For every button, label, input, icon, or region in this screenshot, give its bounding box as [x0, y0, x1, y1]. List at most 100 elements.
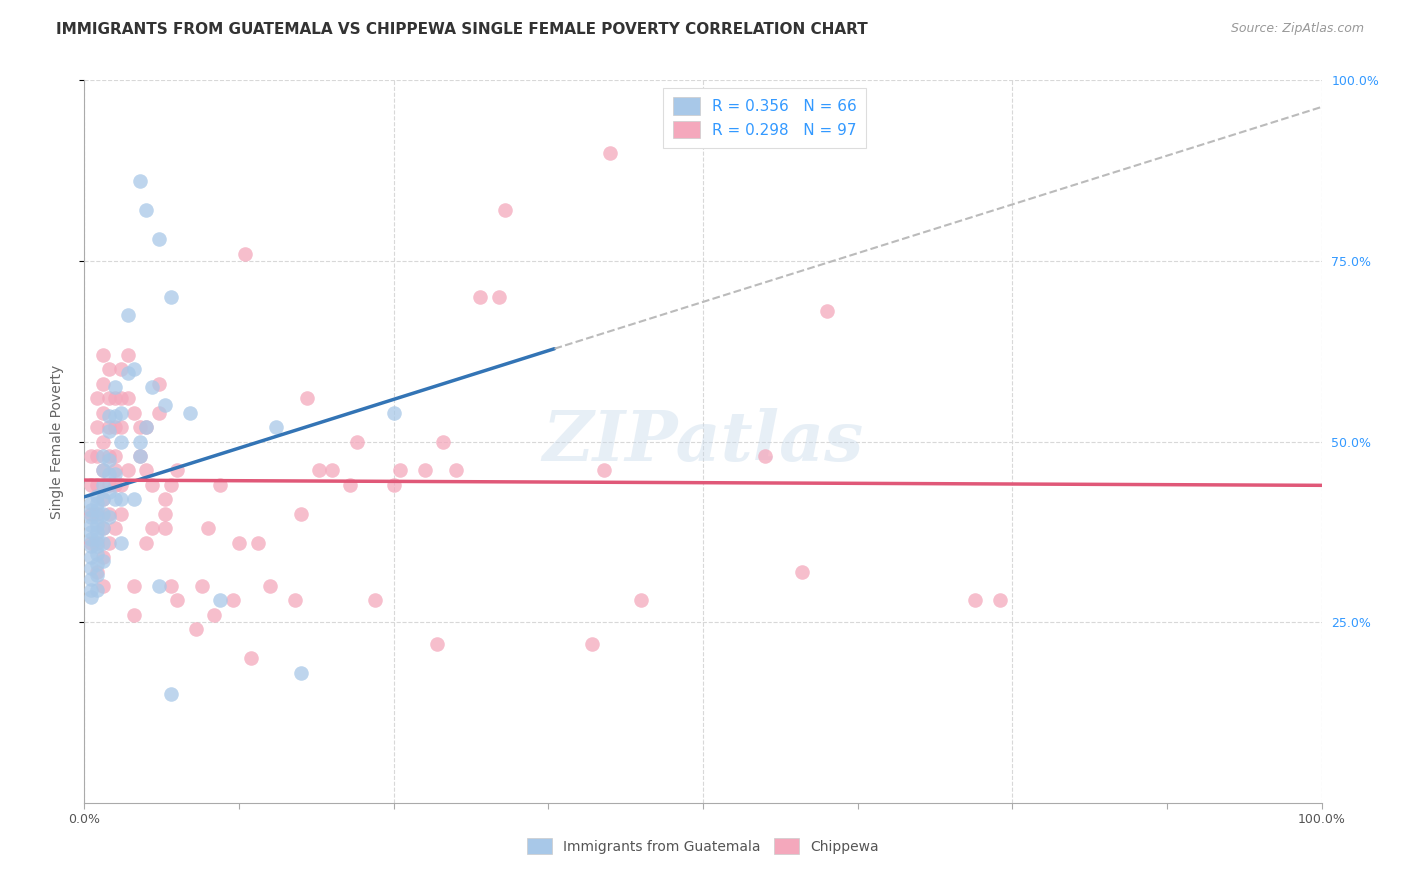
Point	[581, 637, 603, 651]
Point	[135, 420, 157, 434]
Point	[86, 391, 108, 405]
Point	[91, 554, 114, 568]
Point	[122, 492, 145, 507]
Point	[988, 593, 1011, 607]
Point	[264, 420, 287, 434]
Point	[91, 406, 114, 420]
Point	[91, 521, 114, 535]
Point	[98, 507, 121, 521]
Point	[290, 665, 312, 680]
Point	[91, 550, 114, 565]
Point	[141, 478, 163, 492]
Point	[630, 593, 652, 607]
Point	[98, 420, 121, 434]
Point	[488, 290, 510, 304]
Point	[148, 232, 170, 246]
Point	[191, 579, 214, 593]
Point	[382, 478, 405, 492]
Point	[135, 463, 157, 477]
Point	[98, 467, 121, 481]
Point	[79, 535, 101, 549]
Point	[179, 406, 201, 420]
Point	[86, 478, 108, 492]
Point	[815, 304, 838, 318]
Point	[129, 449, 152, 463]
Point	[122, 362, 145, 376]
Point	[240, 651, 263, 665]
Point	[246, 535, 269, 549]
Point	[86, 568, 108, 582]
Point	[364, 593, 387, 607]
Point	[98, 449, 121, 463]
Point	[104, 380, 127, 394]
Point	[148, 406, 170, 420]
Point	[86, 547, 108, 561]
Point	[166, 593, 188, 607]
Point	[79, 572, 101, 586]
Point	[79, 449, 101, 463]
Point	[91, 492, 114, 507]
Point	[86, 539, 108, 553]
Point	[86, 558, 108, 572]
Point	[86, 532, 108, 546]
Point	[79, 561, 101, 575]
Point	[98, 391, 121, 405]
Point	[432, 434, 454, 449]
Point	[91, 463, 114, 477]
Point	[135, 203, 157, 218]
Point	[98, 485, 121, 500]
Point	[295, 391, 318, 405]
Point	[160, 579, 183, 593]
Point	[86, 535, 108, 549]
Point	[86, 582, 108, 597]
Point	[91, 535, 114, 549]
Point	[593, 463, 616, 477]
Point	[308, 463, 330, 477]
Point	[135, 535, 157, 549]
Point	[141, 380, 163, 394]
Point	[129, 420, 152, 434]
Point	[91, 348, 114, 362]
Point	[79, 510, 101, 524]
Point	[104, 521, 127, 535]
Point	[98, 478, 121, 492]
Point	[599, 145, 621, 160]
Point	[148, 376, 170, 391]
Point	[79, 503, 101, 517]
Point	[339, 478, 361, 492]
Point	[259, 579, 281, 593]
Point	[209, 593, 232, 607]
Point	[290, 507, 312, 521]
Y-axis label: Single Female Poverty: Single Female Poverty	[49, 365, 63, 518]
Point	[110, 492, 132, 507]
Point	[104, 463, 127, 477]
Point	[104, 449, 127, 463]
Point	[91, 449, 114, 463]
Point	[413, 463, 436, 477]
Point	[117, 391, 139, 405]
Point	[86, 510, 108, 524]
Point	[153, 507, 176, 521]
Point	[86, 565, 108, 579]
Point	[965, 593, 987, 607]
Point	[141, 521, 163, 535]
Point	[284, 593, 307, 607]
Point	[86, 503, 108, 517]
Point	[86, 420, 108, 434]
Point	[91, 521, 114, 535]
Point	[86, 507, 108, 521]
Point	[91, 463, 114, 477]
Point	[382, 406, 405, 420]
Point	[117, 463, 139, 477]
Point	[91, 434, 114, 449]
Point	[153, 398, 176, 412]
Point	[86, 524, 108, 539]
Point	[122, 607, 145, 622]
Point	[79, 550, 101, 565]
Point	[104, 409, 127, 424]
Point	[228, 535, 250, 549]
Point	[222, 593, 245, 607]
Point	[98, 535, 121, 549]
Point	[184, 623, 207, 637]
Point	[86, 496, 108, 510]
